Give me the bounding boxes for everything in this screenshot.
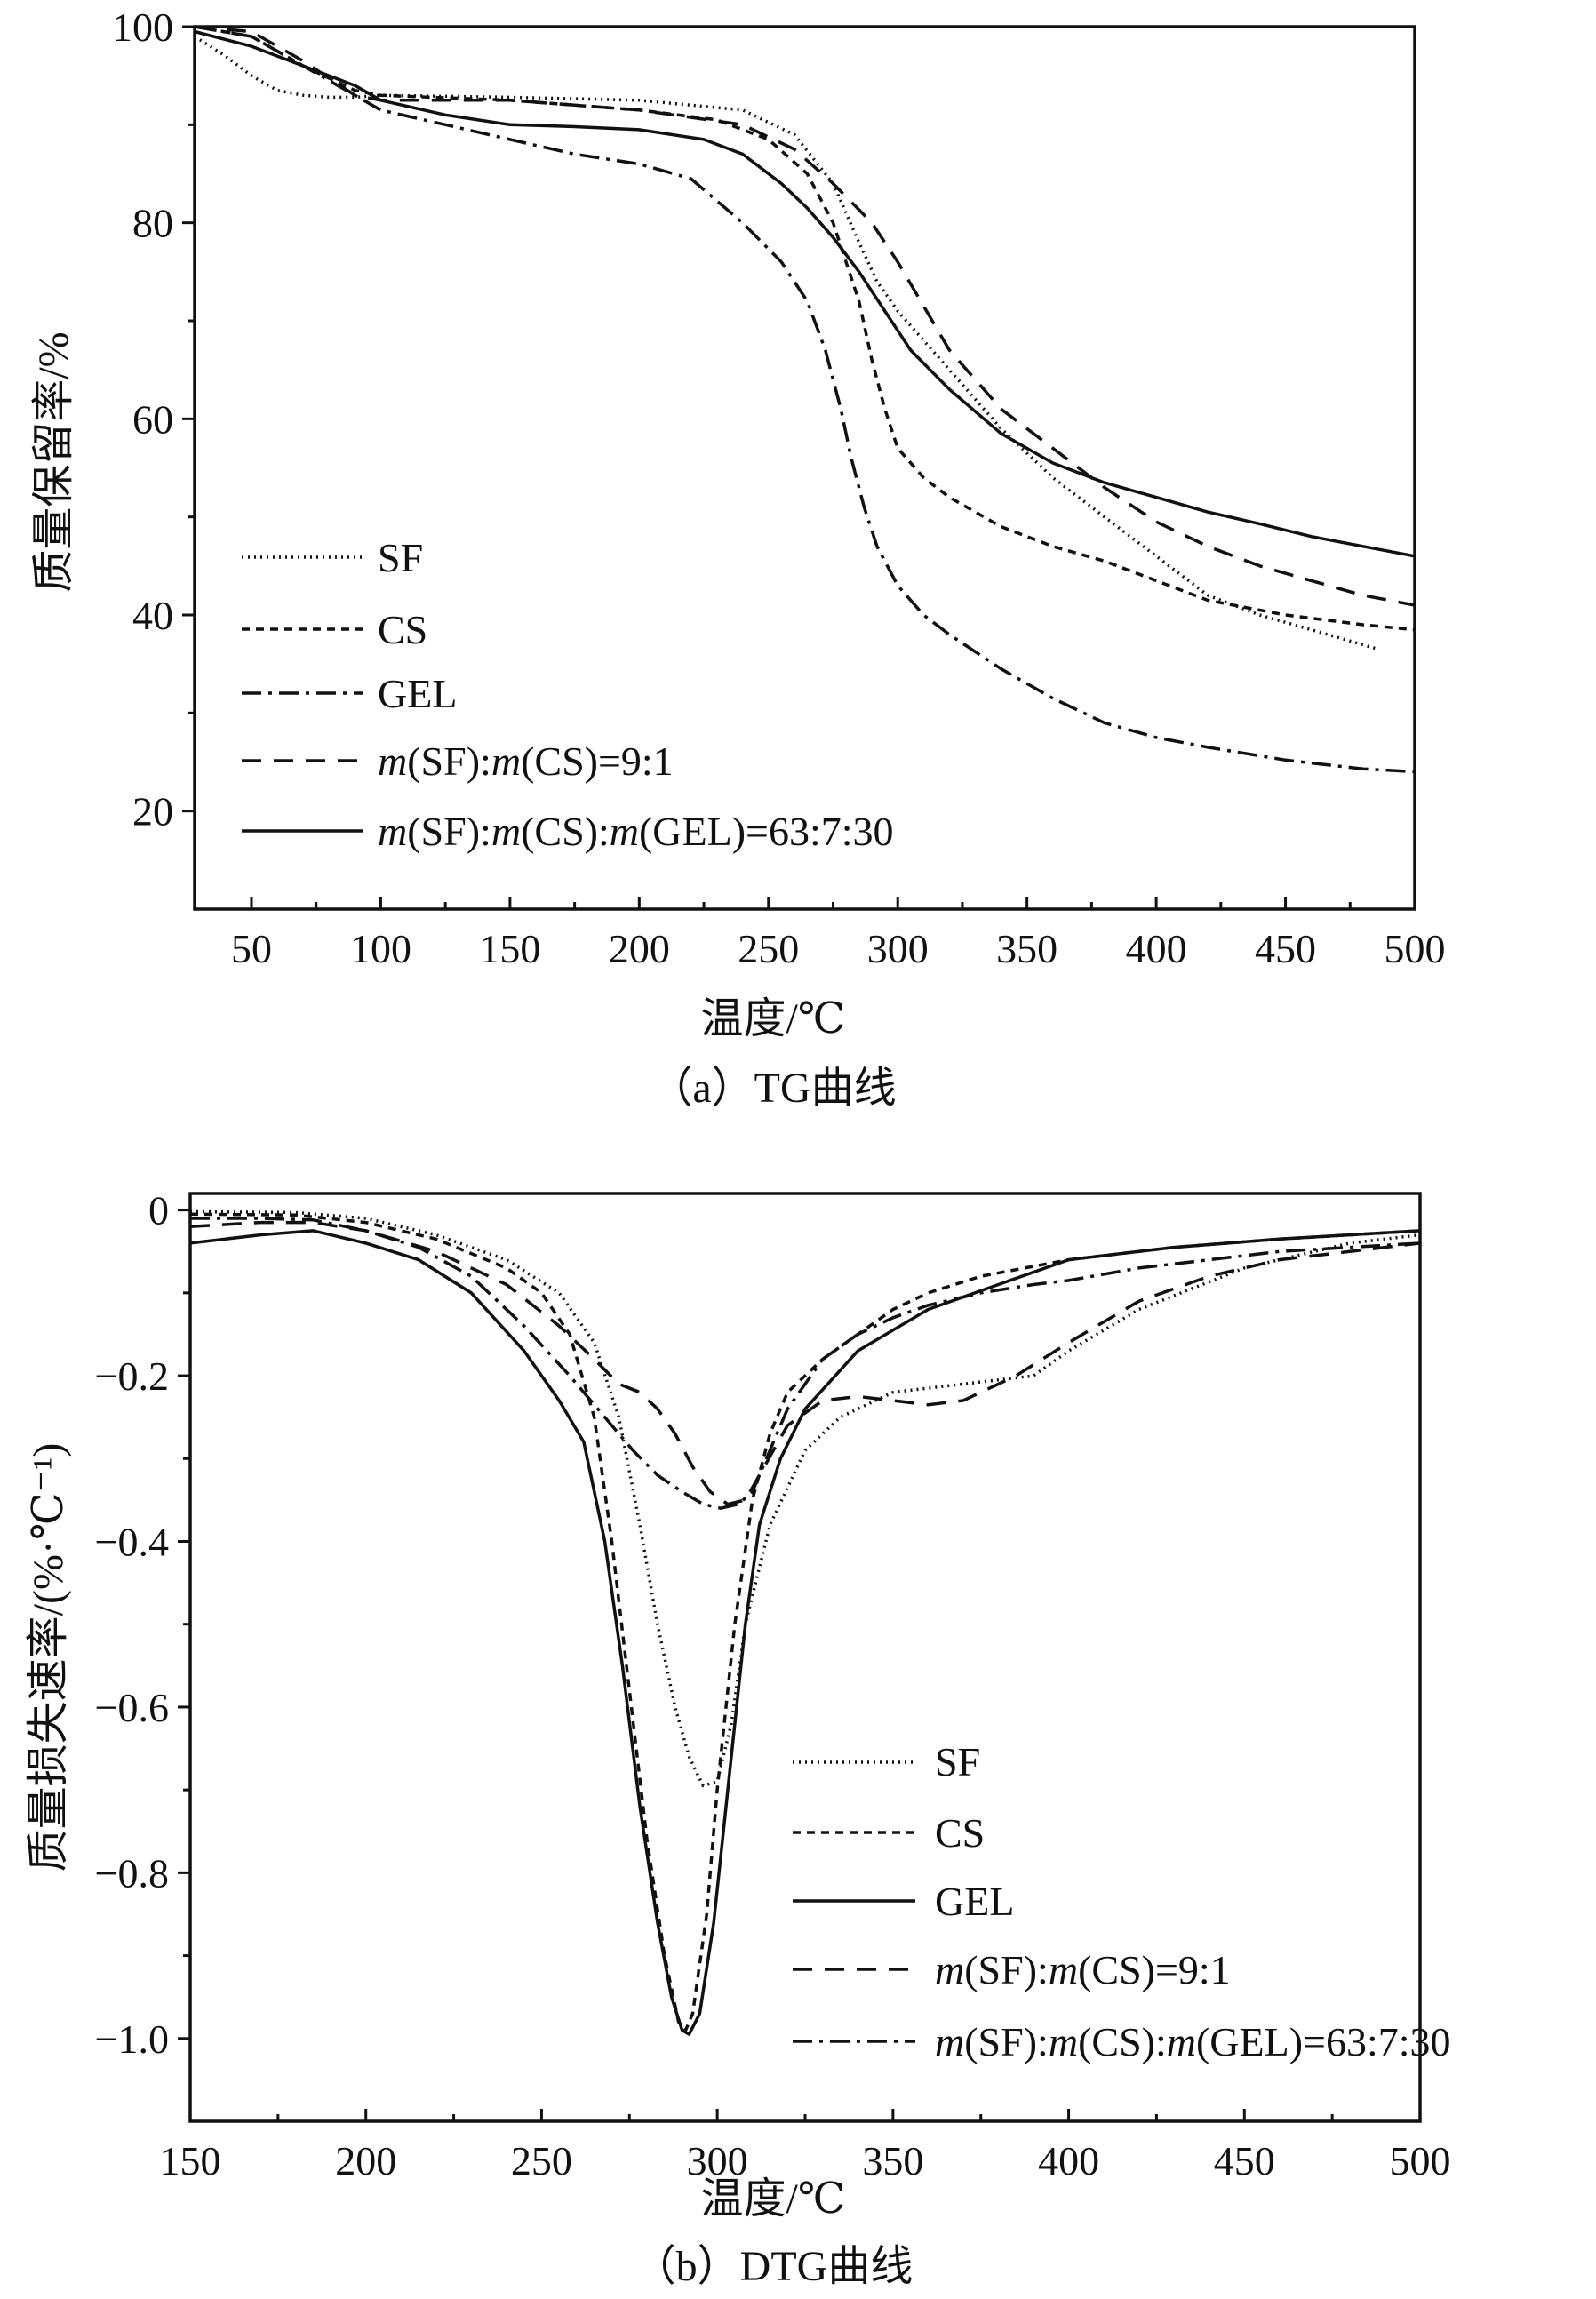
tg-series-m-sf-m-cs-9-1 — [194, 25, 1416, 607]
tg-x-tick-label-350: 350 — [996, 926, 1057, 971]
tg-plot-frame — [193, 25, 1416, 911]
tg-x-tick-label-200: 200 — [609, 926, 670, 971]
dtg-series-m-sf-m-cs-m-gel-63-7-30 — [190, 1217, 1421, 1510]
tg-y-tick-label-3: 80 — [132, 201, 173, 246]
tg-legend-label-sf-cs: m(SF):m(CS)=9:1 — [378, 738, 674, 784]
tg-x-tick-label-150: 150 — [479, 926, 540, 971]
tg-legend-label-sf: SF — [378, 535, 423, 580]
tg-legend-label-blend: m(SF):m(CS):m(GEL)=63:7:30 — [378, 809, 894, 854]
dtg-x-axis-title: 温度/℃ — [700, 2175, 845, 2223]
dtg-chart: 150 200 250 300 350 400 450 500 0 −0.2 −0.4 −0.6 −0… — [25, 1188, 1451, 2290]
tg-y-ticks: 20 40 60 80 100 — [112, 4, 195, 834]
tg-y-tick-label-2: 60 — [132, 396, 173, 442]
dtg-x-tick-label-400: 400 — [1038, 2138, 1099, 2183]
tg-series-gel — [194, 25, 1416, 774]
dtg-x-tick-label-150: 150 — [160, 2138, 221, 2183]
dtg-plot-frame — [188, 1192, 1422, 2123]
dtg-series-group — [189, 1209, 1421, 2036]
dtg-x-tick-label-350: 350 — [862, 2138, 923, 2183]
tg-y-axis-title: 质量保留率/% — [30, 331, 77, 592]
dtg-y-tick-label-3: −0.6 — [95, 1685, 169, 1730]
tg-legend: SF CS GEL m(SF):m(CS)=9:1 m(SF):m(CS):m(… — [242, 535, 894, 854]
dtg-series-cs — [189, 1212, 1421, 2032]
tg-x-tick-label-400: 400 — [1126, 926, 1187, 971]
tg-series-cs — [194, 25, 1416, 632]
tg-x-tick-label-300: 300 — [867, 926, 929, 971]
dtg-legend-label-cs: CS — [935, 1810, 985, 1856]
dtg-series-m-sf-m-cs-9-1 — [189, 1220, 1421, 1506]
tg-y-tick-label-0: 20 — [132, 789, 173, 834]
dtg-x-tick-label-300: 300 — [687, 2138, 748, 2183]
tg-series-sf — [194, 35, 1379, 651]
dtg-x-tick-label-500: 500 — [1390, 2138, 1451, 2183]
dtg-caption: （b）DTG曲线 — [634, 2243, 914, 2290]
dtg-legend-label-sf-cs: m(SF):m(CS)=9:1 — [935, 1947, 1231, 1992]
dtg-y-tick-label-4: −0.8 — [95, 1850, 169, 1896]
dtg-x-tick-label-200: 200 — [335, 2138, 396, 2183]
dtg-legend: SF CS GEL m(SF):m(CS)=9:1 m(SF):m(CS):m(… — [793, 1739, 1451, 2064]
tg-x-tick-label-500: 500 — [1385, 926, 1446, 971]
tg-legend-label-gel: GEL — [378, 671, 457, 716]
dtg-y-tick-label-5: −1.0 — [95, 2016, 169, 2062]
tg-y-tick-label-4: 100 — [112, 4, 173, 50]
tg-chart: 50 100 150 200 250 300 350 400 450 500 20 40 60 80 10… — [30, 4, 1446, 1112]
dtg-y-ticks: 0 −0.2 −0.4 −0.6 −0.8 −1.0 — [95, 1188, 190, 2062]
tg-y-tick-label-1: 40 — [132, 593, 173, 638]
tg-legend-label-cs: CS — [378, 607, 427, 652]
dtg-legend-label-sf: SF — [935, 1739, 980, 1784]
tg-series-m-sf-m-cs-m-gel-63-7-30 — [194, 29, 1416, 558]
tg-x-tick-label-450: 450 — [1255, 926, 1316, 971]
dtg-legend-label-gel: GEL — [935, 1879, 1014, 1924]
tg-x-ticks: 50 100 150 200 250 300 350 400 450 500 — [231, 897, 1446, 971]
tg-caption: （a）TG曲线 — [650, 1065, 896, 1112]
dtg-x-tick-label-250: 250 — [511, 2138, 572, 2183]
dtg-series-sf — [189, 1209, 1421, 1788]
dtg-y-tick-label-0: 0 — [148, 1188, 169, 1233]
dtg-y-axis-title: 质量损失速率/(%·℃⁻¹) — [25, 1443, 72, 1872]
dtg-y-tick-label-2: −0.4 — [95, 1520, 169, 1565]
tg-x-tick-label-50: 50 — [231, 926, 272, 971]
dtg-x-tick-label-450: 450 — [1214, 2138, 1275, 2183]
dtg-series-gel — [189, 1229, 1421, 2036]
tg-x-axis-title: 温度/℃ — [700, 995, 845, 1042]
dtg-y-tick-label-1: −0.2 — [95, 1353, 169, 1399]
dtg-x-ticks: 150 200 250 300 350 400 450 500 — [160, 2109, 1451, 2183]
tg-x-tick-label-250: 250 — [738, 926, 799, 971]
tg-series-group — [194, 25, 1416, 774]
tg-x-tick-label-100: 100 — [350, 926, 411, 971]
dtg-legend-label-blend: m(SF):m(CS):m(GEL)=63:7:30 — [935, 2019, 1451, 2064]
